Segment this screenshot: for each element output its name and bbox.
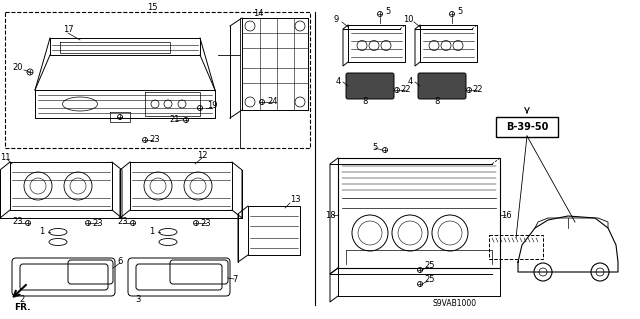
- Text: S9VAB1000: S9VAB1000: [433, 299, 477, 308]
- Text: 25: 25: [425, 276, 435, 285]
- Text: 23: 23: [150, 136, 160, 145]
- Text: 22: 22: [473, 85, 483, 94]
- Text: FR.: FR.: [13, 303, 30, 313]
- Text: 14: 14: [253, 10, 263, 19]
- Text: 23: 23: [13, 218, 23, 226]
- Bar: [5, 12, 310, 148]
- Text: 10: 10: [403, 16, 413, 25]
- Text: 5: 5: [385, 8, 390, 17]
- Text: 13: 13: [290, 196, 300, 204]
- Text: 25: 25: [425, 262, 435, 271]
- Text: 1: 1: [149, 227, 155, 236]
- Text: 5: 5: [458, 8, 463, 17]
- FancyBboxPatch shape: [346, 73, 394, 99]
- Text: 21: 21: [170, 115, 180, 124]
- Text: 24: 24: [268, 98, 278, 107]
- Text: 1: 1: [40, 227, 45, 236]
- Text: 17: 17: [63, 26, 74, 34]
- Text: 9: 9: [333, 16, 339, 25]
- Text: 15: 15: [147, 4, 157, 12]
- Text: 4: 4: [335, 78, 340, 86]
- FancyBboxPatch shape: [496, 117, 558, 137]
- Text: 6: 6: [117, 257, 123, 266]
- Text: 7: 7: [232, 276, 237, 285]
- Text: 22: 22: [401, 85, 412, 94]
- Text: 2: 2: [19, 295, 24, 305]
- Text: 23: 23: [201, 219, 211, 227]
- Text: 20: 20: [13, 63, 23, 72]
- Text: 19: 19: [207, 101, 217, 110]
- Text: 12: 12: [196, 151, 207, 160]
- Text: 16: 16: [500, 211, 511, 219]
- Text: 3: 3: [135, 295, 141, 305]
- Text: 23: 23: [93, 219, 103, 227]
- Text: 5: 5: [372, 143, 378, 152]
- Text: 18: 18: [324, 211, 335, 219]
- FancyBboxPatch shape: [418, 73, 466, 99]
- Text: B-39-50: B-39-50: [506, 122, 548, 132]
- Text: 23: 23: [118, 218, 128, 226]
- Text: 4: 4: [408, 78, 413, 86]
- Text: 11: 11: [0, 153, 10, 162]
- Text: 8: 8: [362, 98, 368, 107]
- FancyBboxPatch shape: [489, 235, 543, 259]
- Text: 8: 8: [435, 98, 440, 107]
